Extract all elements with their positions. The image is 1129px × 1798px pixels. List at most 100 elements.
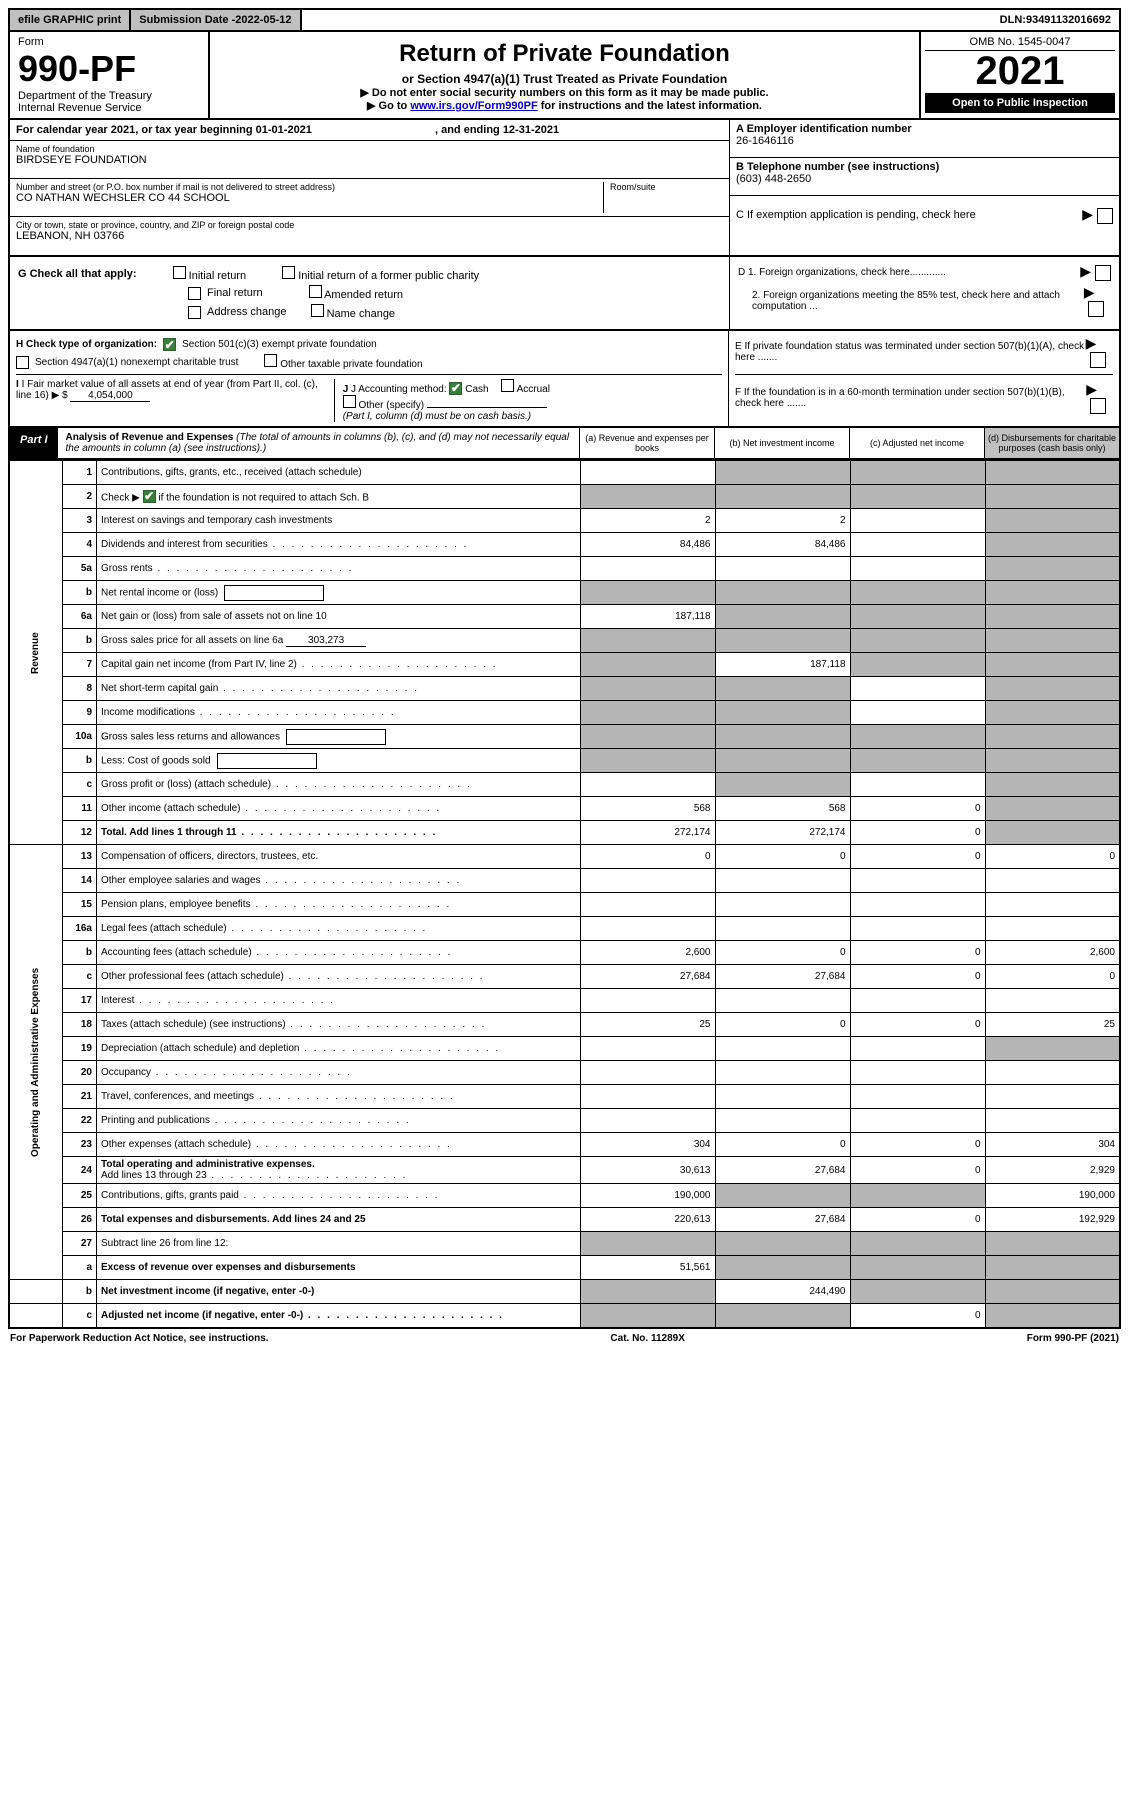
paperwork-notice: For Paperwork Reduction Act Notice, see … xyxy=(10,1333,269,1344)
cell-value: 27,684 xyxy=(715,965,850,989)
line-num: 23 xyxy=(63,1133,97,1157)
501c3-checkbox[interactable]: ✔ xyxy=(163,338,176,351)
4947-checkbox[interactable] xyxy=(16,356,29,369)
d1-checkbox[interactable] xyxy=(1095,265,1111,281)
table-row: 4 Dividends and interest from securities… xyxy=(9,533,1120,557)
line-desc: Net rental income or (loss) xyxy=(97,581,581,605)
cell-value: 568 xyxy=(580,797,715,821)
other-method-label: Other (specify) xyxy=(358,400,424,411)
cell-value: 568 xyxy=(715,797,850,821)
other-method-checkbox[interactable] xyxy=(343,395,356,408)
table-row: 6a Net gain or (loss) from sale of asset… xyxy=(9,605,1120,629)
line-num: 4 xyxy=(63,533,97,557)
e-checkbox[interactable] xyxy=(1090,352,1106,368)
table-row: b Accounting fees (attach schedule) 2,60… xyxy=(9,941,1120,965)
accrual-checkbox[interactable] xyxy=(501,379,514,392)
initial-return-checkbox[interactable] xyxy=(173,266,186,279)
4947-label: Section 4947(a)(1) nonexempt charitable … xyxy=(35,357,238,368)
line-desc: Excess of revenue over expenses and disb… xyxy=(97,1256,581,1280)
line-desc: Depreciation (attach schedule) and deple… xyxy=(97,1037,581,1061)
irs-link[interactable]: www.irs.gov/Form990PF xyxy=(410,100,537,112)
schb-checkbox[interactable]: ✔ xyxy=(143,490,156,503)
table-row: 9 Income modifications xyxy=(9,701,1120,725)
501c3-label: Section 501(c)(3) exempt private foundat… xyxy=(182,339,377,350)
cell-value: 2 xyxy=(715,509,850,533)
table-row: 17 Interest xyxy=(9,989,1120,1013)
efile-print-button[interactable]: efile GRAPHIC print xyxy=(10,10,131,30)
gross-sales-value: 303,273 xyxy=(286,635,366,647)
cell-value: 84,486 xyxy=(580,533,715,557)
pending-cell: C If exemption application is pending, c… xyxy=(730,196,1119,234)
table-row: c Other professional fees (attach schedu… xyxy=(9,965,1120,989)
table-row: 8 Net short-term capital gain xyxy=(9,677,1120,701)
table-row: 11 Other income (attach schedule) 568 56… xyxy=(9,797,1120,821)
amended-return-checkbox[interactable] xyxy=(309,285,322,298)
city-label: City or town, state or province, country… xyxy=(16,220,723,230)
accrual-label: Accrual xyxy=(517,384,550,395)
line-desc: Contributions, gifts, grants, etc., rece… xyxy=(97,461,581,485)
hij-row: H Check type of organization: ✔ Section … xyxy=(8,331,1121,428)
f-checkbox[interactable] xyxy=(1090,398,1106,414)
initial-public-checkbox[interactable] xyxy=(282,266,295,279)
cell-value: 2,600 xyxy=(580,941,715,965)
inline-field[interactable] xyxy=(217,753,317,769)
table-row: 23 Other expenses (attach schedule) 304 … xyxy=(9,1133,1120,1157)
cell-value: 244,490 xyxy=(715,1280,850,1304)
cell-value: 25 xyxy=(580,1013,715,1037)
street-value: CO NATHAN WECHSLER CO 44 SCHOOL xyxy=(16,192,603,204)
inline-field[interactable] xyxy=(224,585,324,601)
name-change-checkbox[interactable] xyxy=(311,304,324,317)
table-row: c Adjusted net income (if negative, ente… xyxy=(9,1304,1120,1328)
line-num: 26 xyxy=(63,1208,97,1232)
h-section: H Check type of organization: ✔ Section … xyxy=(10,331,729,426)
line-desc: Total expenses and disbursements. Add li… xyxy=(97,1208,581,1232)
line-desc: Other employee salaries and wages xyxy=(97,869,581,893)
dept-label: Department of the Treasury xyxy=(18,90,200,102)
cell-value: 0 xyxy=(985,845,1120,869)
ssn-note: ▶ Do not enter social security numbers o… xyxy=(222,86,907,99)
line-desc: Taxes (attach schedule) (see instruction… xyxy=(97,1013,581,1037)
pending-checkbox[interactable] xyxy=(1097,208,1113,224)
cash-checkbox[interactable]: ✔ xyxy=(449,382,462,395)
foundation-name: BIRDSEYE FOUNDATION xyxy=(16,154,723,166)
d2-checkbox[interactable] xyxy=(1088,301,1104,317)
final-return-label: Final return xyxy=(207,287,263,299)
cell-value: 0 xyxy=(850,1157,985,1184)
goto-suffix: for instructions and the latest informat… xyxy=(541,100,762,112)
line-num: 11 xyxy=(63,797,97,821)
line-desc: Total operating and administrative expen… xyxy=(97,1157,581,1184)
footer: For Paperwork Reduction Act Notice, see … xyxy=(8,1329,1121,1348)
line-desc: Less: Cost of goods sold xyxy=(97,749,581,773)
line-desc: Net investment income (if negative, ente… xyxy=(97,1280,581,1304)
line-num: 24 xyxy=(63,1157,97,1184)
amended-return-label: Amended return xyxy=(324,289,403,301)
i-arrow: ▶ $ xyxy=(52,390,68,401)
final-return-checkbox[interactable] xyxy=(188,287,201,300)
line-desc: Net short-term capital gain xyxy=(97,677,581,701)
cell-value: 0 xyxy=(850,797,985,821)
cell-value: 187,118 xyxy=(715,653,850,677)
table-row: 3 Interest on savings and temporary cash… xyxy=(9,509,1120,533)
line-num: 18 xyxy=(63,1013,97,1037)
other-method-field[interactable] xyxy=(427,407,547,408)
address-change-checkbox[interactable] xyxy=(188,306,201,319)
table-row: b Gross sales price for all assets on li… xyxy=(9,629,1120,653)
line-desc: Adjusted net income (if negative, enter … xyxy=(97,1304,581,1328)
cell-value: 0 xyxy=(850,1133,985,1157)
cell-value: 0 xyxy=(850,845,985,869)
j-label: J Accounting method: xyxy=(351,384,447,395)
cell-value: 192,929 xyxy=(985,1208,1120,1232)
line-num: 3 xyxy=(63,509,97,533)
table-row: 14 Other employee salaries and wages xyxy=(9,869,1120,893)
header-left: Form 990-PF Department of the Treasury I… xyxy=(10,32,210,118)
cal-year-end: , and ending 12-31-2021 xyxy=(435,124,559,136)
cell-value: 0 xyxy=(715,941,850,965)
line-desc: Accounting fees (attach schedule) xyxy=(97,941,581,965)
line-desc: Total. Add lines 1 through 11 xyxy=(97,821,581,845)
table-row: 12 Total. Add lines 1 through 11 272,174… xyxy=(9,821,1120,845)
line-num: 17 xyxy=(63,989,97,1013)
inline-field[interactable] xyxy=(286,729,386,745)
line-desc: Pension plans, employee benefits xyxy=(97,893,581,917)
other-taxable-checkbox[interactable] xyxy=(264,354,277,367)
table-row: 2 Check ▶ ✔ if the foundation is not req… xyxy=(9,485,1120,509)
